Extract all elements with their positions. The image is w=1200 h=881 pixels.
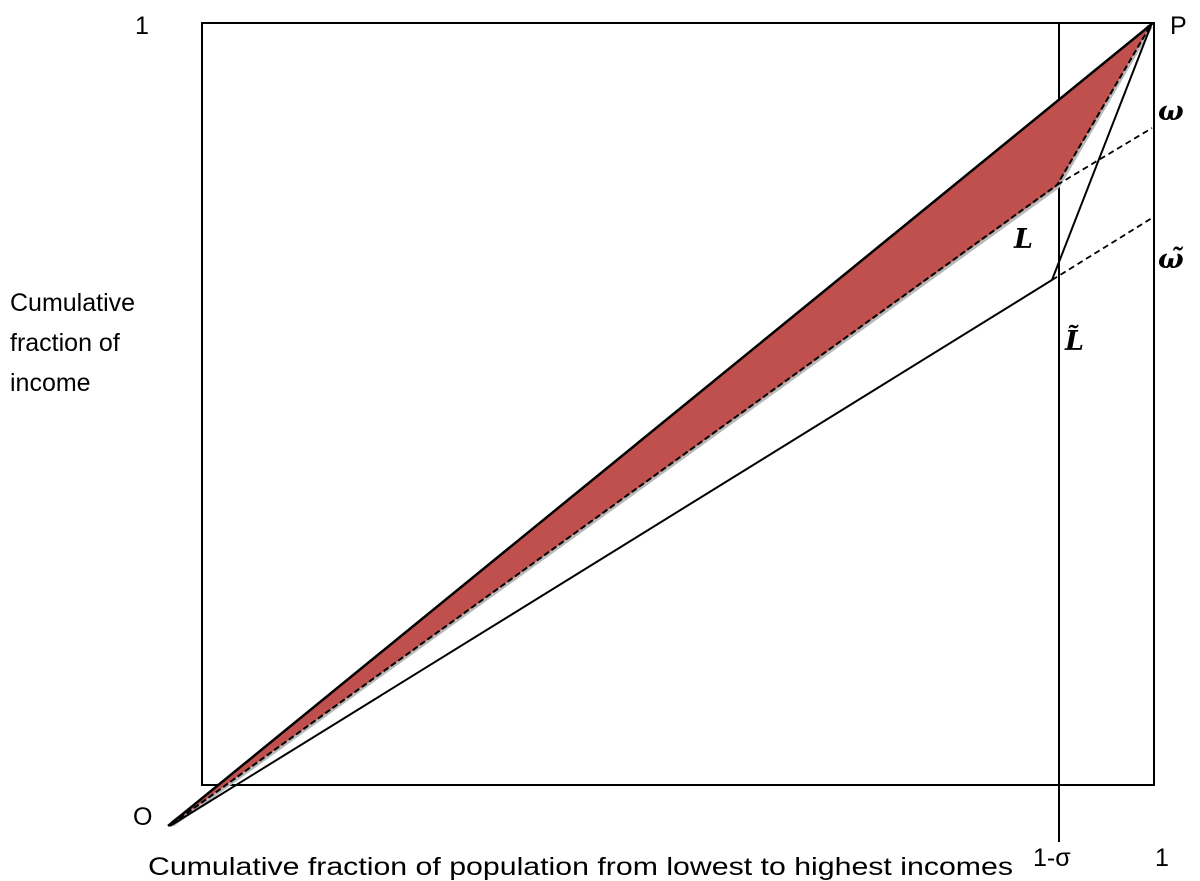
y-axis-label-line-1: Cumulative (10, 289, 135, 317)
y-axis-label-line-3: income (10, 369, 91, 397)
one-minus-sigma-label: 1-σ (1033, 844, 1071, 872)
equality-line (167, 22, 1154, 827)
omega-tilde-label: ω̃ (1158, 244, 1184, 275)
unit-square-box (201, 22, 1155, 786)
origin-label: O (133, 803, 152, 831)
x-axis-label: Cumulative fraction of population from l… (148, 853, 1013, 881)
omega-label: ω (1158, 96, 1184, 127)
bottom-right-one-label: 1 (1155, 844, 1169, 872)
omega-extension (1056, 127, 1153, 186)
y-axis-label-line-2: fraction of (10, 329, 120, 357)
corner-p-label: P (1170, 12, 1187, 40)
curve-l-tilde-label: L̃ (1064, 324, 1084, 357)
curve-l-label: L (1013, 224, 1033, 255)
omega-tilde-extension (1051, 217, 1153, 281)
top-left-one-label: 1 (135, 12, 149, 40)
